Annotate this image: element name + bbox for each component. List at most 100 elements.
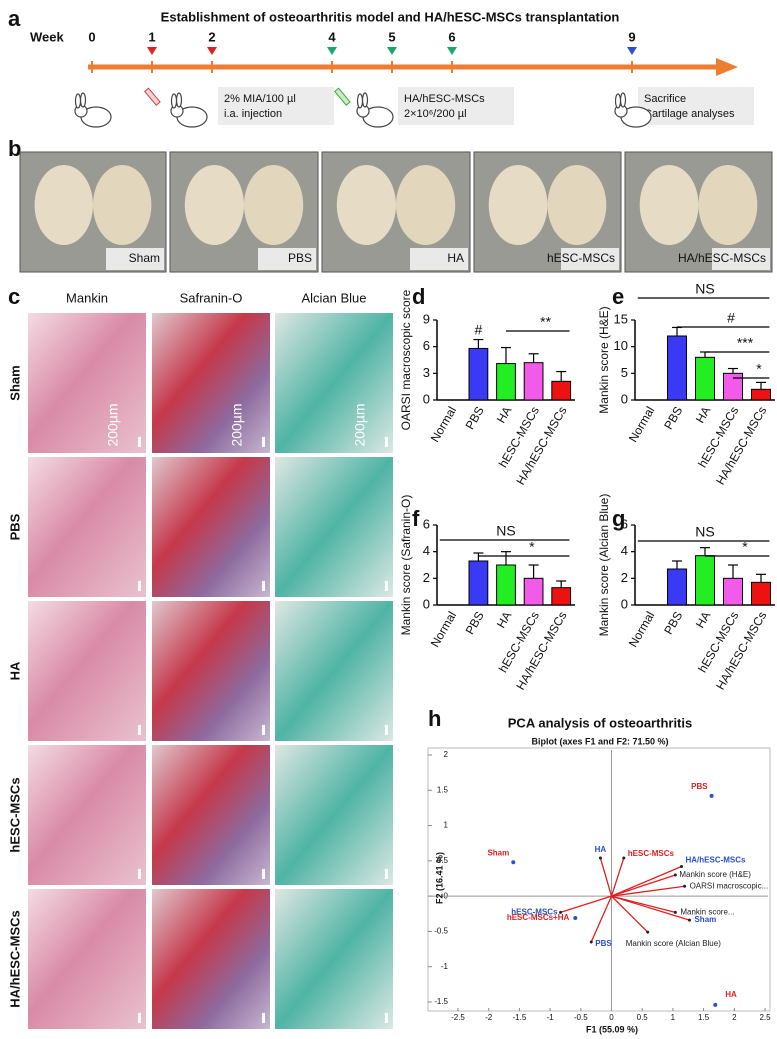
y-tick-label: -1 <box>441 962 449 971</box>
photo-knee <box>184 165 244 245</box>
y-tick-label: 6 <box>621 516 628 531</box>
photo-knee <box>34 165 93 245</box>
week-label: 9 <box>628 29 635 44</box>
y-tick-label: 0.5 <box>437 856 449 865</box>
x-tick-label: -2.5 <box>451 1013 465 1022</box>
point <box>713 1002 718 1007</box>
loading-label: HA/hESC-MSCs <box>685 856 746 865</box>
timeline-arrowhead <box>716 58 738 76</box>
panel-label: f <box>412 506 420 531</box>
scale-bar-label: 200µm <box>229 403 245 446</box>
y-axis-label: Mankin score (Alcian Blue) <box>597 494 611 637</box>
loading-end <box>598 856 602 860</box>
x-tick-label: Normal <box>428 404 459 444</box>
y-axis-label: OARSI macroscopic score <box>399 289 413 430</box>
week-label: 4 <box>328 29 336 44</box>
loading-label: HA <box>595 845 607 854</box>
timeline-axis-label: Week <box>30 29 64 44</box>
photo-label-box <box>106 248 164 270</box>
note-text: Cartilage analyses <box>644 108 735 120</box>
panel-label: b <box>8 136 21 161</box>
x-tick-label: 1.5 <box>698 1013 710 1022</box>
photo-label: hESC-MSCs <box>547 251 615 265</box>
note-text: Sacrifice <box>644 93 686 105</box>
photo-label-box <box>561 248 619 270</box>
scale-bar <box>385 725 388 735</box>
x-tick-label: HA <box>693 609 713 630</box>
loading-end <box>559 910 563 914</box>
scale-bar-label: 200µm <box>105 403 121 446</box>
bar <box>722 372 744 401</box>
scale-bar <box>385 437 388 447</box>
x-tick-label: PBS <box>463 404 487 432</box>
loading-end <box>646 930 650 934</box>
scale-bar <box>262 581 265 591</box>
y-tick-label: 0 <box>423 391 430 406</box>
x-tick-label: -0.5 <box>574 1013 588 1022</box>
row-header: HA <box>7 661 22 680</box>
x-tick-label: HA <box>693 404 713 425</box>
column-header: Safranin-O <box>180 290 243 305</box>
y-tick-label: 10 <box>614 338 628 353</box>
rabbit-icon <box>614 93 622 109</box>
x-tick-label: -1.5 <box>513 1013 527 1022</box>
bar <box>496 564 516 606</box>
histology-image <box>28 745 146 885</box>
loading-vector <box>560 895 612 913</box>
scale-bar <box>262 1013 265 1023</box>
y-tick-label: 2 <box>621 570 628 585</box>
scale-bar <box>385 1013 388 1023</box>
note-box <box>218 87 334 125</box>
bar <box>694 356 716 401</box>
bar <box>523 577 544 606</box>
chart-subtitle: Biplot (axes F1 and F2: 71.50 %) <box>531 736 668 746</box>
rabbit-icon <box>170 93 178 109</box>
loading-label: hESC-MSCs <box>628 849 675 858</box>
x-tick-label: Normal <box>626 404 657 444</box>
x-tick-label: Normal <box>428 609 459 649</box>
histology-image <box>152 601 270 741</box>
week-label: 0 <box>88 29 95 44</box>
scale-bar <box>262 437 265 447</box>
histology-image <box>275 889 393 1029</box>
x-tick-label: HA <box>494 404 514 425</box>
x-tick-label: 0.5 <box>637 1013 649 1022</box>
histology-image <box>275 457 393 597</box>
histology-image <box>275 745 393 885</box>
rabbit-icon <box>619 92 627 108</box>
photo-knee <box>488 165 548 245</box>
scale-bar <box>262 725 265 735</box>
y-tick-label: 4 <box>423 543 430 558</box>
histology-image <box>152 457 270 597</box>
photo-label: PBS <box>288 251 312 265</box>
x-tick-label: 0 <box>609 1013 614 1022</box>
x-tick-label: 1 <box>671 1013 676 1022</box>
significance-label: NS <box>496 523 515 539</box>
loading-label: hESC-MSCs <box>511 907 558 916</box>
point-label: PBS <box>691 782 708 791</box>
x-tick-label: HA <box>494 609 514 630</box>
row-header: hESC-MSCs <box>7 777 22 852</box>
rabbit-icon <box>356 93 364 109</box>
note-box <box>638 87 754 125</box>
rabbit-icon <box>74 93 82 109</box>
scale-bar <box>138 437 141 447</box>
loading-vector <box>590 895 613 943</box>
week-marker <box>207 47 217 55</box>
week-marker <box>387 47 397 55</box>
y-tick-label: -0.5 <box>434 927 448 936</box>
week-label: 1 <box>148 29 155 44</box>
bar <box>666 568 688 606</box>
loading-label: OARSI macroscopic... <box>690 881 769 890</box>
histology-image <box>152 313 270 453</box>
significance-label: * <box>742 539 748 555</box>
x-tick-label: -2 <box>485 1013 493 1022</box>
significance-label: # <box>475 321 483 337</box>
bar <box>551 380 572 401</box>
x-tick-label: 2.5 <box>759 1013 771 1022</box>
point <box>511 860 516 865</box>
loading-label: Sham <box>694 915 716 924</box>
scale-bar <box>138 725 141 735</box>
loading-label: Mankin score (H&E) <box>679 870 751 879</box>
histology-image <box>275 313 393 453</box>
